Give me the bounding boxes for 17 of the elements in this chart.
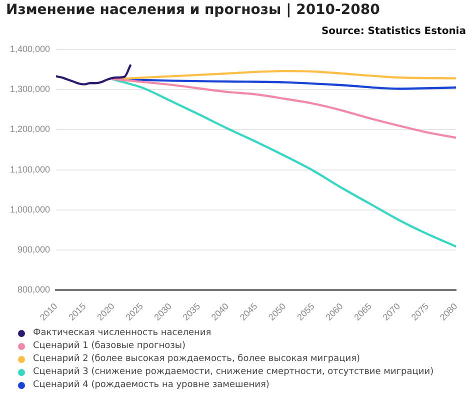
line-series (56, 64, 132, 86)
line-series (112, 78, 456, 248)
y-tick-label: 1,400,000 (10, 44, 50, 54)
y-tick-label: 800,000 (17, 284, 50, 295)
y-tick-label: 900,000 (17, 244, 50, 255)
chart-title: Изменение населения и прогнозы | 2010-2080 (6, 2, 380, 18)
legend-label: Сценарий 3 (снижение рождаемости, снижение смертности, отсутствие миграции) (33, 366, 434, 379)
y-tick-label: 1,100,000 (10, 164, 50, 174)
line-series (112, 78, 456, 139)
source-note: Source: Statistics Estonia (321, 26, 466, 37)
y-tick-label: 1,200,000 (10, 124, 50, 134)
legend-label: Сценарий 1 (базовые прогнозы) (33, 340, 186, 353)
legend-label: Фактическая численность населения (33, 327, 212, 340)
y-tick-label: 1,300,000 (10, 84, 50, 94)
y-tick-label: 1,000,000 (10, 204, 50, 214)
legend-label: Сценарий 2 (более высокая рождаемость, более высокая миграция) (33, 353, 360, 366)
legend-label: Сценарий 4 (рождаемость на уровне замешения) (33, 379, 270, 392)
